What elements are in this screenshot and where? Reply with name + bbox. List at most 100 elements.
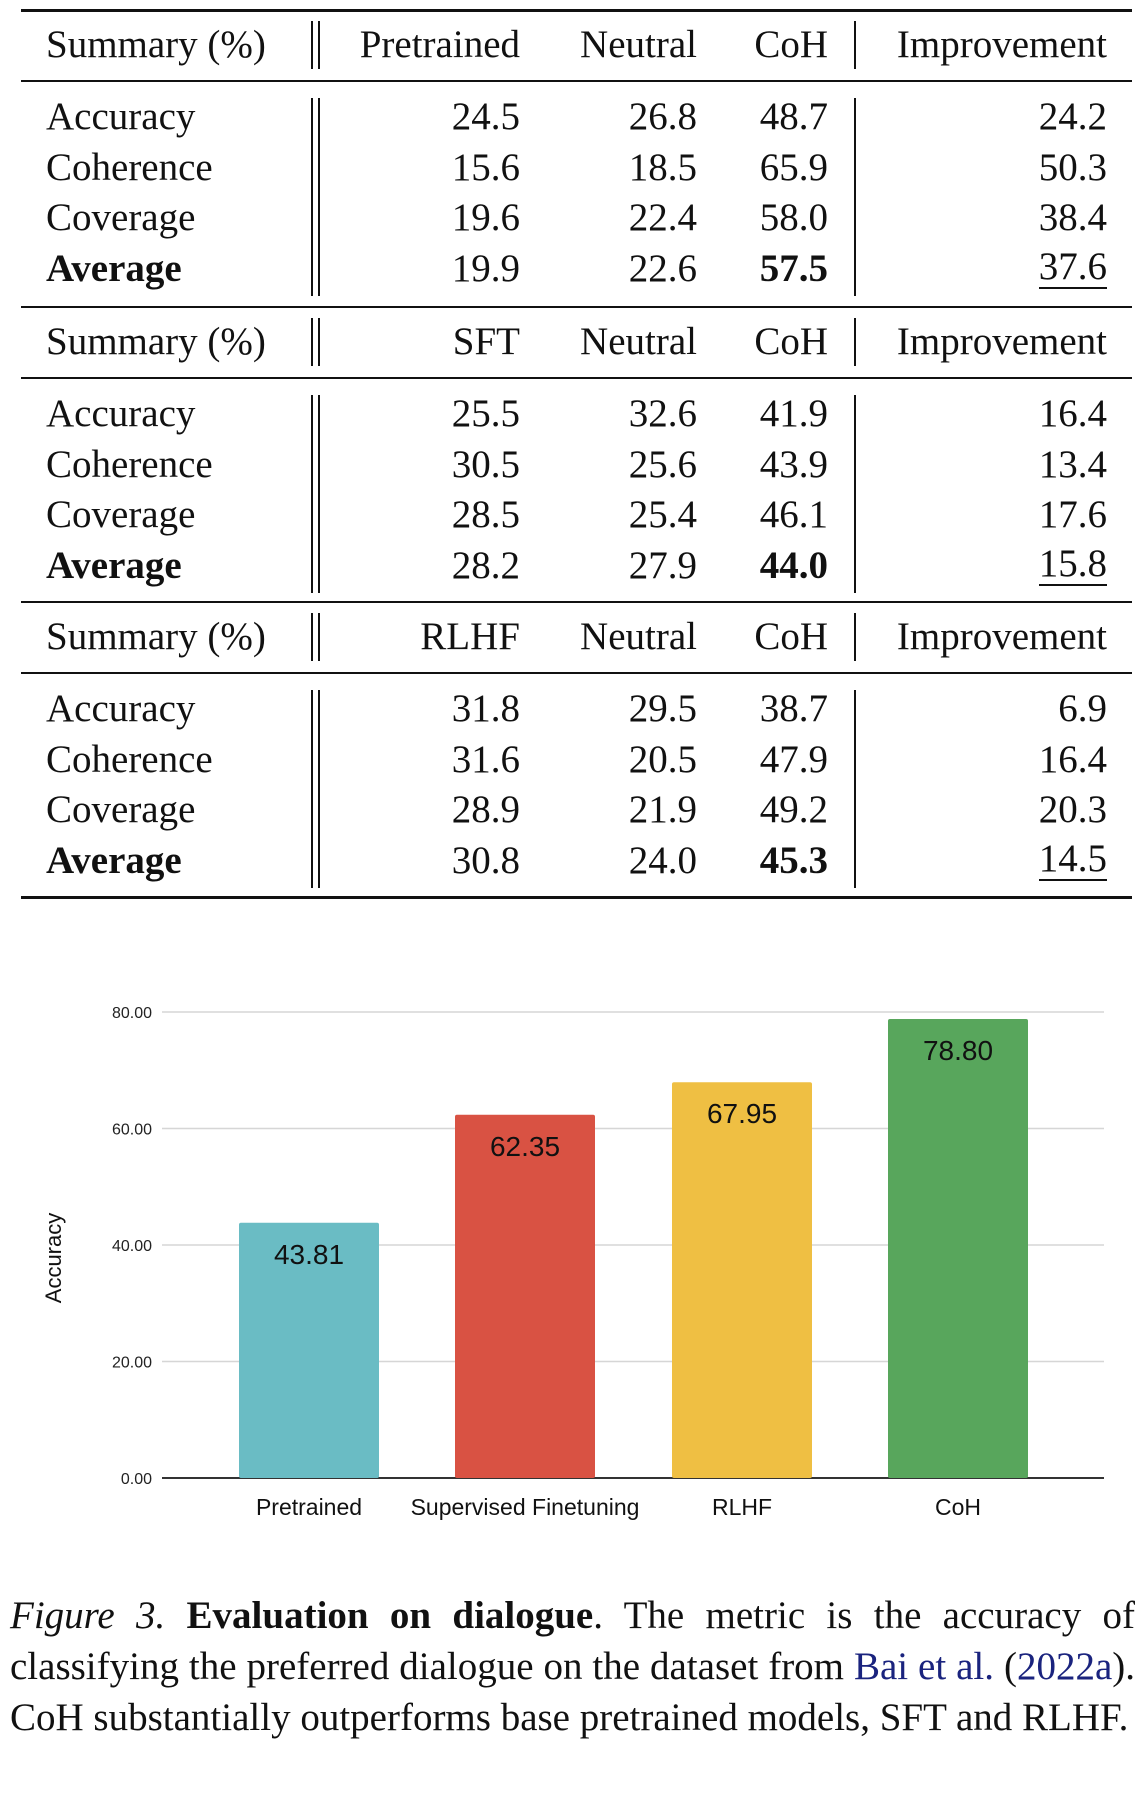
- table-cell: 47.9: [759, 737, 828, 781]
- y-tick-label: 0.00: [121, 1471, 152, 1488]
- table-cell: 17.6: [1038, 493, 1107, 536]
- data-label: 43.81: [274, 1239, 344, 1270]
- column-header-improvement: Improvement: [896, 320, 1107, 363]
- data-label: 67.95: [707, 1098, 777, 1129]
- table-rule: [21, 377, 1132, 379]
- table-cell: 19.6: [451, 196, 520, 239]
- table-cell: 26.8: [628, 95, 697, 138]
- row-label: Accuracy: [46, 687, 196, 730]
- row-label: Coherence: [46, 145, 213, 189]
- caption-title: Evaluation on dialogue: [186, 1594, 594, 1637]
- data-label: 62.35: [490, 1131, 560, 1162]
- accuracy-bar-chart: 0.00 20.00 40.00 60.00 80.00 43.81 Pretrained 6…: [41, 1005, 1104, 1520]
- double-rule: [318, 21, 320, 69]
- citation-year-link[interactable]: 2022a: [1016, 1645, 1113, 1688]
- double-rule: [318, 98, 320, 296]
- data-label: 78.80: [923, 1035, 993, 1066]
- caption-text: (: [994, 1645, 1017, 1688]
- caption-text: ). CoH substantially outperforms base pr…: [10, 1645, 1135, 1739]
- double-rule: [311, 21, 313, 69]
- table-cell: 19.9: [451, 246, 520, 290]
- figure-label: Figure 3.: [10, 1594, 166, 1637]
- table-cell: 22.4: [628, 196, 697, 239]
- table-cell: 50.3: [1038, 145, 1107, 189]
- table-cell: 25.4: [628, 493, 697, 536]
- y-tick-label: 60.00: [112, 1122, 152, 1139]
- x-tick-label: Supervised Finetuning: [411, 1494, 640, 1520]
- table-cell: 48.7: [759, 95, 828, 138]
- table-cell: 30.5: [451, 442, 520, 486]
- caption-text: . The metric is the accuracy of classify…: [10, 1594, 1135, 1688]
- table-cell: 41.9: [759, 392, 828, 435]
- table-cell: 30.8: [451, 838, 520, 882]
- y-tick-label: 80.00: [112, 1005, 152, 1022]
- x-tick-label: CoH: [935, 1494, 981, 1520]
- figure-caption: Figure 3. Evaluation on dialogue. The me…: [10, 1590, 1135, 1743]
- bar-supervised-finetuning: [455, 1114, 595, 1478]
- table-cell: 6.9: [1058, 687, 1107, 730]
- column-header-improvement: Improvement: [896, 23, 1107, 66]
- bar-rlhf: [672, 1082, 812, 1478]
- column-header-improvement: Improvement: [896, 615, 1107, 658]
- row-label: Accuracy: [46, 95, 196, 138]
- table-cell: 15.6: [451, 145, 520, 189]
- table-cell: 28.9: [451, 788, 520, 831]
- column-header-coh: CoH: [754, 23, 828, 66]
- column-header-sft: SFT: [452, 320, 520, 363]
- table-cell: 57.5: [759, 246, 828, 290]
- table-cell: 45.3: [759, 838, 828, 882]
- table-cell: 21.9: [628, 788, 697, 831]
- double-rule: [311, 318, 313, 366]
- column-rule: [854, 690, 856, 888]
- table-cell: 31.8: [451, 687, 520, 730]
- table-rule: [21, 80, 1132, 82]
- bar-coh: [888, 1018, 1028, 1478]
- citation-link[interactable]: Bai et al.: [853, 1645, 995, 1688]
- column-rule: [854, 395, 856, 593]
- table-cell: 24.2: [1038, 95, 1107, 138]
- table-cell: 38.4: [1038, 196, 1107, 239]
- table-cell: 24.5: [451, 95, 520, 138]
- column-rule: [854, 318, 856, 366]
- table-cell: 20.5: [628, 737, 697, 781]
- table-cell: 13.4: [1038, 442, 1107, 486]
- column-rule: [854, 21, 856, 69]
- row-label: Coherence: [46, 737, 213, 781]
- row-label: Accuracy: [46, 392, 196, 435]
- double-rule: [318, 613, 320, 661]
- row-label: Average: [46, 246, 182, 290]
- y-tick-label: 20.00: [112, 1355, 152, 1372]
- table-cell: 43.9: [759, 442, 828, 486]
- table-cell: 27.9: [628, 543, 697, 587]
- table-rule: [21, 306, 1132, 308]
- column-header-neutral: Neutral: [580, 615, 697, 658]
- row-label: Coverage: [46, 788, 196, 831]
- column-rule: [854, 98, 856, 296]
- table-rule: [21, 896, 1132, 899]
- double-rule: [311, 613, 313, 661]
- row-label: Coverage: [46, 196, 196, 239]
- table-rule: [21, 672, 1132, 674]
- table-cell: 49.2: [759, 788, 828, 831]
- table-cell: 65.9: [759, 145, 828, 189]
- column-header-coh: CoH: [754, 615, 828, 658]
- x-tick-label: RLHF: [712, 1494, 772, 1520]
- table-cell: 18.5: [628, 145, 697, 189]
- double-rule: [311, 98, 313, 296]
- table-cell: 16.4: [1038, 392, 1107, 435]
- double-rule: [311, 690, 313, 888]
- column-header-coh: CoH: [754, 320, 828, 363]
- column-header-neutral: Neutral: [580, 320, 697, 363]
- table-rule: [21, 601, 1132, 603]
- column-header-summary: Summary (%): [46, 23, 266, 66]
- row-label: Average: [46, 543, 182, 587]
- table-cell: 14.5: [1038, 836, 1107, 881]
- table-rule: [21, 9, 1132, 12]
- y-axis-label: Accuracy: [41, 1213, 66, 1303]
- column-rule: [854, 613, 856, 661]
- table-cell: 25.5: [451, 392, 520, 435]
- double-rule: [318, 395, 320, 593]
- table-cell: 37.6: [1038, 244, 1107, 289]
- bar-pretrained: [239, 1222, 379, 1478]
- row-label: Coherence: [46, 442, 213, 486]
